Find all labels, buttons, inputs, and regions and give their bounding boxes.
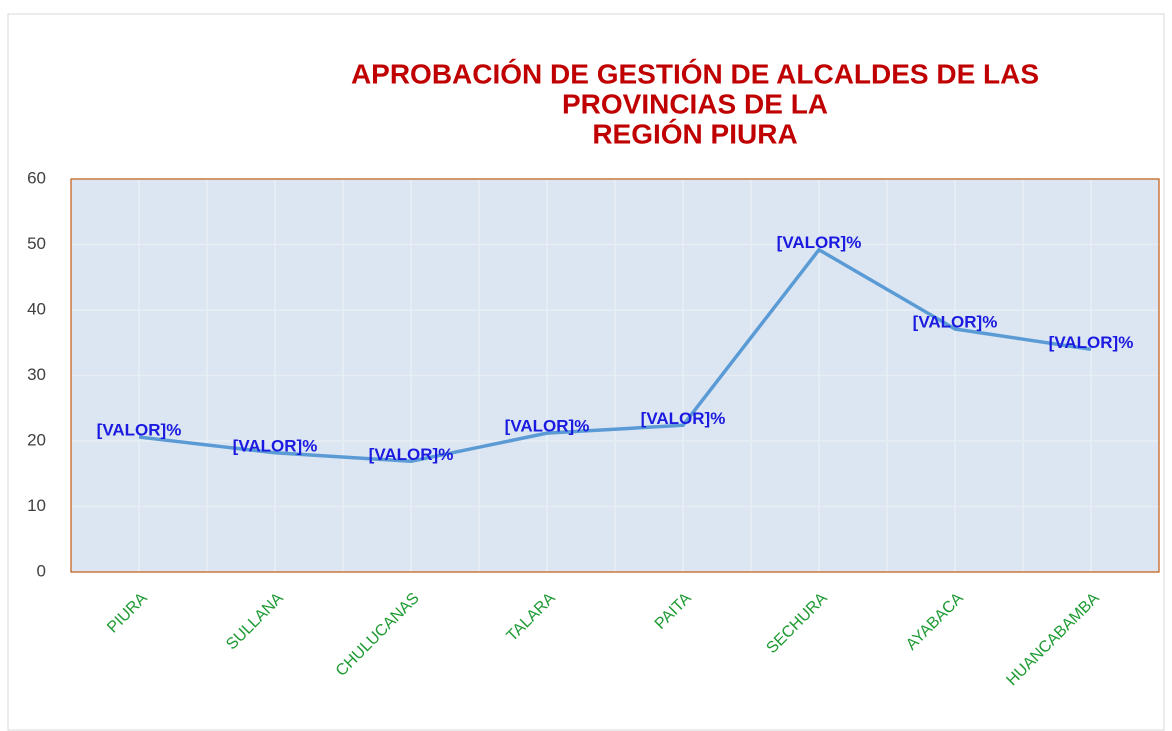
data-label: [VALOR]% [97, 421, 182, 440]
data-label: [VALOR]% [505, 417, 590, 436]
y-tick-label: 10 [27, 496, 46, 515]
plot-border [70, 178, 1160, 573]
chart-title: REGIÓN PIURA [592, 118, 797, 149]
data-label: [VALOR]% [777, 233, 862, 252]
data-label: [VALOR]% [1049, 333, 1134, 352]
data-label: [VALOR]% [641, 409, 726, 428]
data-label: [VALOR]% [233, 436, 318, 455]
y-tick-label: 20 [27, 430, 46, 449]
chart-title: APROBACIÓN DE GESTIÓN DE ALCALDES DE LAS [351, 58, 1039, 89]
y-tick-label: 40 [27, 299, 46, 318]
data-label: [VALOR]% [369, 445, 454, 464]
data-label: [VALOR]% [913, 312, 998, 331]
data-line [138, 247, 1092, 464]
y-tick-label: 30 [27, 365, 46, 384]
y-tick-label: 50 [27, 234, 46, 253]
marks: [VALOR]% [VALOR]% [VALOR]% [VALOR]% [VALOR]%… [97, 233, 1134, 464]
grid [70, 178, 1160, 573]
y-tick-label: 60 [27, 168, 46, 187]
chart-title: PROVINCIAS DE LA [562, 88, 828, 119]
y-tick-label: 0 [37, 561, 46, 580]
